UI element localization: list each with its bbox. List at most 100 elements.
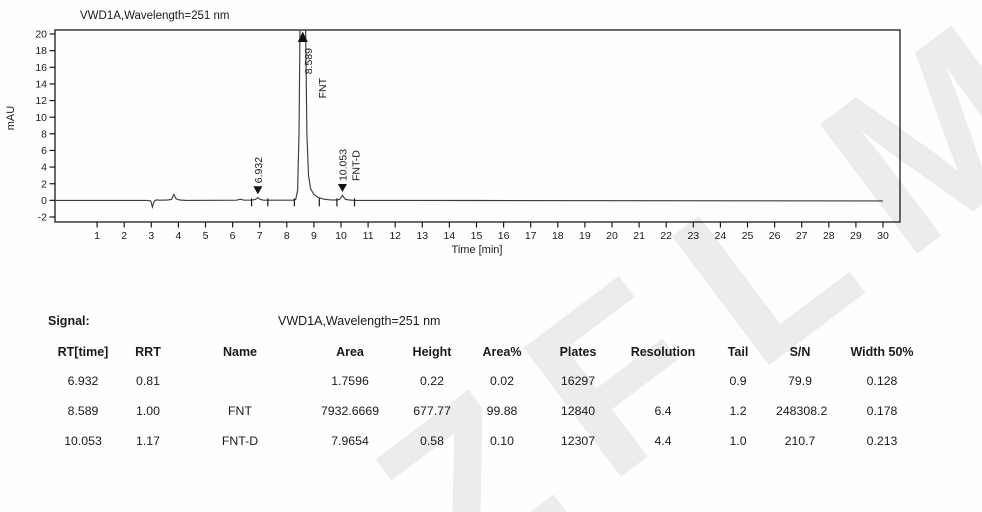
- x-tick-label: 5: [203, 230, 209, 242]
- x-tick-label: 9: [311, 230, 317, 242]
- x-tick-label: 14: [444, 230, 456, 242]
- table-header-cell: S/N: [789, 345, 811, 359]
- table-cell: FNT-D: [221, 434, 259, 448]
- peak-name-label: FNT: [317, 77, 329, 98]
- table-cell: 0.81: [136, 374, 160, 388]
- x-tick-label: 21: [633, 230, 645, 242]
- x-tick-label: 4: [175, 230, 181, 242]
- chart-title: VWD1A,Wavelength=251 nm: [80, 10, 229, 22]
- x-tick-label: 17: [525, 230, 537, 242]
- table-cell: 0.178: [866, 404, 898, 418]
- chromatogram-section: VWD1A,Wavelength=251 nm mAU 20 18 16 14 12 10 8 6…: [5, 10, 901, 256]
- signal-row: Signal: VWD1A,Wavelength=251 nm: [48, 314, 982, 328]
- table-cell: 7932.6669: [320, 404, 380, 418]
- peak-name-label: FNT-D: [350, 150, 362, 181]
- y-tick-label: 16: [35, 62, 47, 74]
- peak-rt-label: 8.589: [303, 48, 315, 74]
- signal-trace: [55, 30, 884, 210]
- x-tick-label: 16: [498, 230, 510, 242]
- table-cell: 0.9: [729, 374, 747, 388]
- table-cell: 1.2: [729, 404, 747, 418]
- table-header-cell: Area%: [482, 345, 522, 359]
- x-tick-label: 19: [579, 230, 591, 242]
- y-tick-label: 4: [41, 162, 47, 174]
- table-header-cell: Name: [222, 345, 258, 359]
- y-tick-label: 0: [41, 195, 47, 207]
- table-cell: 0.58: [420, 434, 444, 448]
- signal-value: VWD1A,Wavelength=251 nm: [278, 314, 441, 328]
- table-cell: 1.17: [136, 434, 160, 448]
- y-tick-label: 6: [41, 145, 47, 157]
- table-row: 6.932 0.81 1.7596 0.22 0.02 16297 0.9 79.9 0.128: [40, 366, 940, 396]
- table-cell: [170, 366, 310, 396]
- x-tick-label: 29: [850, 230, 862, 242]
- table-header-cell: Plates: [559, 345, 597, 359]
- y-axis-label: mAU: [5, 106, 17, 131]
- x-tick-label: 11: [363, 230, 374, 242]
- peak-rt-label: 6.932: [253, 157, 265, 183]
- table-cell: 4.4: [654, 434, 672, 448]
- chromatogram-svg: VWD1A,Wavelength=251 nmmAU20181614121086…: [5, 10, 901, 256]
- peak-rt-label: 10.053: [337, 149, 349, 181]
- table-cell: 10.053: [64, 434, 102, 448]
- y-tick-label: 10: [35, 112, 47, 124]
- table-cell: 8.589: [67, 404, 99, 418]
- x-tick-label: 25: [742, 230, 754, 242]
- table-header-cell: RRT: [135, 345, 161, 359]
- y-tick-label: 2: [41, 178, 47, 190]
- x-tick-label: 20: [606, 230, 618, 242]
- peak-apex-marker-down: [337, 184, 347, 193]
- table-cell: 210.7: [784, 434, 816, 448]
- table-header-cell: Resolution: [630, 345, 696, 359]
- table-cell: 12840: [560, 404, 596, 418]
- x-tick-label: 24: [715, 230, 727, 242]
- x-tick-label: 30: [877, 230, 889, 242]
- x-tick-label: 26: [769, 230, 781, 242]
- table-body: 6.932 0.81 1.7596 0.22 0.02 16297 0.9 79.9 0.128…: [40, 366, 940, 456]
- x-tick-label: 28: [823, 230, 835, 242]
- x-tick-label: 13: [416, 230, 428, 242]
- table-cell: 12307: [560, 434, 596, 448]
- table-cell: 248308.2: [776, 404, 828, 418]
- table-header-row: RT[time] RRT Name Area Height Area% Plates Reso…: [40, 338, 940, 366]
- y-tick-label: 20: [35, 29, 47, 41]
- x-axis-label: Time [min]: [452, 244, 503, 256]
- table-cell: 0.02: [490, 374, 514, 388]
- table-cell: 0.22: [420, 374, 444, 388]
- x-tick-label: 23: [687, 230, 699, 242]
- table-cell: 0.128: [866, 374, 898, 388]
- table-cell: 99.88: [486, 404, 518, 418]
- signal-label: Signal:: [48, 314, 90, 328]
- x-tick-label: 22: [660, 230, 672, 242]
- x-tick-label: 6: [230, 230, 236, 242]
- table-header-cell: Height: [412, 345, 452, 359]
- peak-results-table: RT[time] RRT Name Area Height Area% Plates Reso…: [40, 338, 940, 456]
- peak-apex-marker-down: [253, 186, 263, 195]
- results-section: Signal: VWD1A,Wavelength=251 nm RT[time] R…: [40, 314, 982, 456]
- table-cell: 1.00: [136, 404, 160, 418]
- table-header-cell: Tail: [727, 345, 749, 359]
- table-cell: 79.9: [788, 374, 812, 388]
- table-header-cell: RT[time]: [57, 345, 109, 359]
- table-header-cell: Area: [336, 345, 364, 359]
- plot-frame: [54, 29, 901, 223]
- x-tick-label: 3: [148, 230, 154, 242]
- table-cell: 6.4: [654, 404, 672, 418]
- y-tick-label: 8: [41, 128, 47, 140]
- table-row: 10.053 1.17 FNT-D 7.9654 0.58 0.10 12307 4.4 1.0…: [40, 426, 940, 456]
- table-cell: 7.9654: [331, 434, 369, 448]
- y-tick-label: 18: [35, 45, 47, 57]
- x-tick-label: 27: [796, 230, 808, 242]
- x-tick-label: 8: [284, 230, 290, 242]
- table-row: 8.589 1.00 FNT 7932.6669 677.77 99.88 12840 6.4…: [40, 396, 940, 426]
- x-tick-label: 18: [552, 230, 564, 242]
- x-tick-label: 2: [121, 230, 127, 242]
- table-cell: 0.10: [490, 434, 514, 448]
- table-cell: 16297: [560, 374, 596, 388]
- table-cell: 677.77: [413, 404, 451, 418]
- table-cell: 0.213: [866, 434, 898, 448]
- peak-apex-marker-up: [297, 31, 308, 42]
- table-cell: 6.932: [67, 374, 99, 388]
- table-header-cell: Width 50%: [850, 345, 914, 359]
- x-tick-label: 15: [471, 230, 483, 242]
